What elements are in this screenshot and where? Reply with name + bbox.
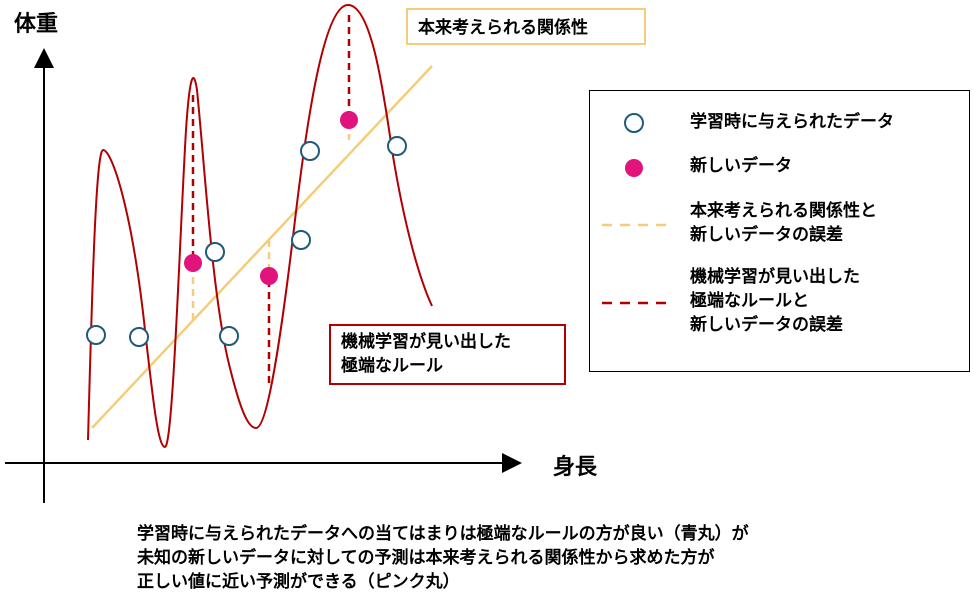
new-data-point bbox=[340, 111, 358, 129]
training-point bbox=[129, 327, 149, 347]
legend-label-training: 学習時に与えられたデータ bbox=[690, 112, 894, 132]
legend-open-circle-marker bbox=[624, 113, 644, 133]
training-point bbox=[300, 141, 320, 161]
legend-filled-circle-marker bbox=[625, 159, 643, 177]
training-point bbox=[387, 136, 407, 156]
extreme-rule-curve bbox=[87, 3, 433, 449]
x-axis-label: 身長 bbox=[553, 455, 598, 480]
legend-label-true-error: 本来考えられる関係性と 新しいデータの誤差 bbox=[690, 201, 877, 245]
new-data-point bbox=[184, 254, 202, 272]
extreme-rule-callout: 機械学習が見い出した 極端なルール bbox=[329, 324, 566, 385]
training-point bbox=[291, 230, 311, 250]
legend: 学習時に与えられたデータ 新しいデータ 本来考えられる関係性と 新しいデータの誤… bbox=[589, 90, 970, 372]
caption-line: 未知の新しいデータに対しての予測は本来考えられる関係性から求めた方が bbox=[137, 548, 715, 568]
caption-line: 学習時に与えられたデータへの当てはまりは極端なルールの方が良い（青丸）が bbox=[137, 524, 749, 544]
legend-label-rule-error: 機械学習が見い出した 極端なルールと 新しいデータの誤差 bbox=[690, 267, 860, 335]
caption-line: 正しい値に近い予測ができる（ピンク丸） bbox=[137, 572, 460, 592]
training-point bbox=[205, 242, 225, 262]
y-axis-label: 体重 bbox=[14, 12, 59, 37]
new-data-point bbox=[260, 267, 278, 285]
legend-label-new-data: 新しいデータ bbox=[690, 156, 792, 176]
training-point bbox=[219, 326, 239, 346]
caption: 学習時に与えられたデータへの当てはまりは極端なルールの方が良い（青丸）が 未知の… bbox=[137, 522, 749, 594]
training-point bbox=[86, 325, 106, 345]
true-relation-callout: 本来考えられる関係性 bbox=[406, 8, 646, 45]
legend-markers bbox=[602, 113, 670, 305]
